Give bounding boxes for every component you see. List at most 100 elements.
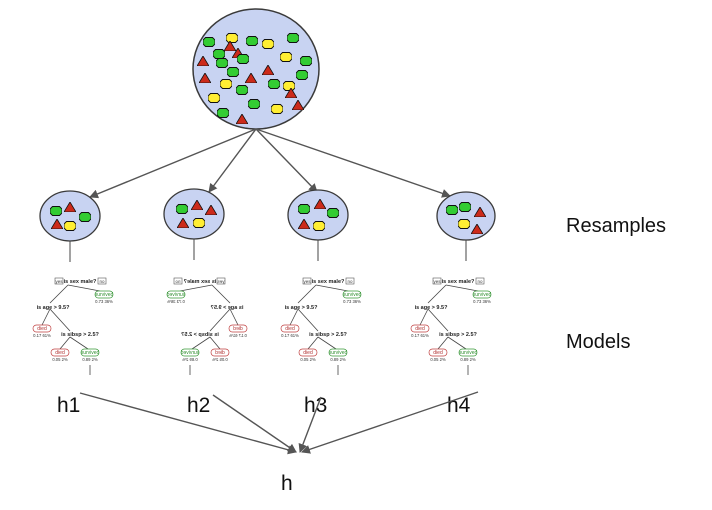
arrow-to-resample-3 [255,128,318,193]
age-question: is age > 9.5? [415,305,449,311]
arrow-h2-to-h [212,394,297,453]
sibsp-died-leaf-label: died [303,350,313,356]
age-question: is age > 9.5? [210,305,244,311]
resample-arrows [89,128,451,199]
arrow-h1-to-h [79,392,297,455]
sibsp-survived-leaf-stat: 0.89 2% [182,357,198,362]
sibsp-survived-leaf-box [80,348,100,357]
arrow-to-resample-4 [255,128,451,198]
resamples-label: Resamples [566,215,666,237]
resample-2 [163,188,225,260]
tree-edge [445,284,479,292]
age-question: is age > 9.5? [285,305,319,311]
root-question: is sex male? [442,279,475,285]
sibsp-survived-leaf-box [180,348,200,357]
sibsp-died-leaf-label: died [433,350,443,356]
no-label: no [175,279,181,284]
sibsp-survived-leaf-stat: 0.89 2% [82,357,98,362]
hypothesis-label-2: h2 [187,394,210,417]
arrow-h3-to-h [298,396,322,453]
models-label: Models [566,331,630,353]
age-died-leaf-box [32,324,52,333]
aggregation-arrows [79,391,479,455]
model-tree-2: yes no is sex male? is age > 9.5? is sibsp >… [166,277,248,375]
age-died-leaf-stat: 0.17 61% [411,333,429,338]
sibsp-survived-leaf-label: survived [329,350,348,356]
age-died-leaf-box [410,324,430,333]
tree-edge [437,336,449,350]
tree-edge [297,284,317,304]
tree-edge [297,308,319,332]
resample-4 [436,191,496,261]
hypothesis-label-4: h4 [447,394,471,417]
tree-edge [69,336,89,350]
population-sample [192,8,320,130]
root-survived-leaf-stat: 0.73 36% [167,299,185,304]
tree-edge [41,308,51,326]
age-question: is age > 9.5? [37,305,71,311]
no-label: no [347,279,353,284]
hypothesis-label-3: h3 [304,394,327,417]
tree-edge [191,336,211,350]
sibsp-died-leaf-box [298,348,318,357]
tree-edge [427,284,447,304]
tree-edge [209,336,221,350]
no-label: no [477,279,483,284]
yes-label: yes [303,279,311,284]
tree-edge [419,308,429,326]
sibsp-question: is sibsp > 2.5? [439,332,477,338]
aggregate-hypothesis-label: h [281,472,293,495]
age-died-leaf-stat: 0.17 61% [281,333,299,338]
sibsp-died-leaf-box [428,348,448,357]
tree-edge [211,284,231,304]
sibsp-died-leaf-box [210,348,230,357]
yes-label: yes [433,279,441,284]
sibsp-survived-leaf-stat: 0.89 2% [330,357,346,362]
arrow-to-resample-2 [208,128,257,193]
tree-edge [289,308,299,326]
sibsp-question: is sibsp > 2.5? [309,332,347,338]
sibsp-survived-leaf-label: survived [180,350,199,356]
root-question: is sex male? [64,279,97,285]
age-died-leaf-label: died [37,326,47,332]
root-survived-leaf-label: survived [343,292,362,298]
age-died-leaf-box [280,324,300,333]
root-survived-leaf-label: survived [166,292,185,298]
sibsp-question: is sibsp > 2.5? [61,332,99,338]
tree-edge [179,284,213,292]
root-question: is sex male? [183,279,216,285]
root-survived-leaf-stat: 0.73 36% [343,299,361,304]
yes-label: yes [217,279,225,284]
sibsp-died-leaf-stat: 0.05 2% [52,357,68,362]
tree-edge [317,336,337,350]
sibsp-survived-leaf-stat: 0.89 2% [460,357,476,362]
tree-edge [59,336,71,350]
tree-edge [447,336,467,350]
age-died-leaf-label: died [233,326,243,332]
tree-edge [49,308,71,332]
sibsp-survived-leaf-label: survived [81,350,100,356]
tree-edge [307,336,319,350]
age-died-leaf-box [228,324,248,333]
arrow-to-resample-1 [89,128,257,199]
age-died-leaf-stat: 0.17 61% [33,333,51,338]
root-survived-leaf-box [472,290,492,299]
arrow-h4-to-h [301,391,479,454]
resample-3 [287,189,349,261]
no-label: no [99,279,105,284]
sibsp-survived-leaf-label: survived [459,350,478,356]
root-question: is sex male? [312,279,345,285]
sibsp-died-leaf-stat: 0.05 2% [430,357,446,362]
sibsp-died-leaf-stat: 0.05 2% [300,357,316,362]
sibsp-died-leaf-stat: 0.05 2% [212,357,228,362]
sibsp-survived-leaf-box [458,348,478,357]
hypothesis-label-1: h1 [57,394,80,417]
sibsp-died-leaf-label: died [55,350,65,356]
tree-edge [49,284,69,304]
root-survived-leaf-box [342,290,362,299]
sibsp-survived-leaf-box [328,348,348,357]
